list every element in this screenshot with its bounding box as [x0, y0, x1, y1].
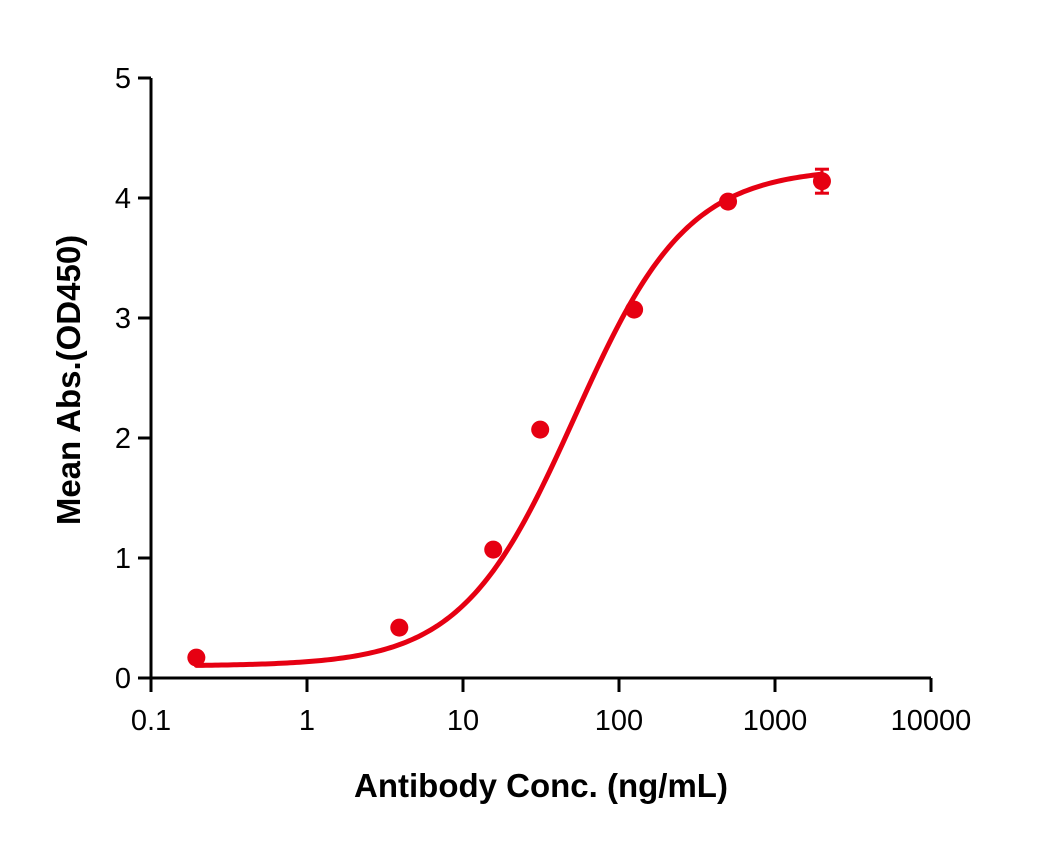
y-tick-label: 3 — [115, 303, 131, 335]
data-point — [812, 172, 831, 191]
y-tick-label: 1 — [115, 543, 131, 575]
data-point — [187, 648, 206, 667]
x-tick-label: 10000 — [891, 705, 972, 737]
y-tick-label: 2 — [115, 423, 131, 455]
data-points — [187, 167, 831, 667]
y-tick-label: 5 — [115, 63, 131, 95]
data-point — [390, 618, 409, 637]
data-point — [625, 300, 644, 319]
data-point — [719, 192, 738, 211]
x-axis: 0.1 1 10 100 1000 10000 — [131, 676, 972, 737]
x-tick-label: 10 — [447, 705, 479, 737]
x-axis-title: Antibody Conc. (ng/mL) — [354, 767, 728, 804]
y-tick-label: 4 — [115, 183, 131, 215]
y-tick-label: 0 — [115, 663, 131, 695]
data-point — [531, 420, 550, 439]
x-tick-label: 1 — [299, 705, 315, 737]
data-point — [484, 540, 503, 559]
y-axis-title: Mean Abs.(OD450) — [50, 235, 87, 525]
fit-curve — [193, 171, 825, 668]
fit-curve-line — [193, 171, 825, 668]
x-tick-label: 100 — [595, 705, 643, 737]
y-axis: 0 1 2 3 4 5 — [115, 63, 153, 695]
x-tick-label: 1000 — [743, 705, 808, 737]
x-tick-label: 0.1 — [131, 705, 171, 737]
